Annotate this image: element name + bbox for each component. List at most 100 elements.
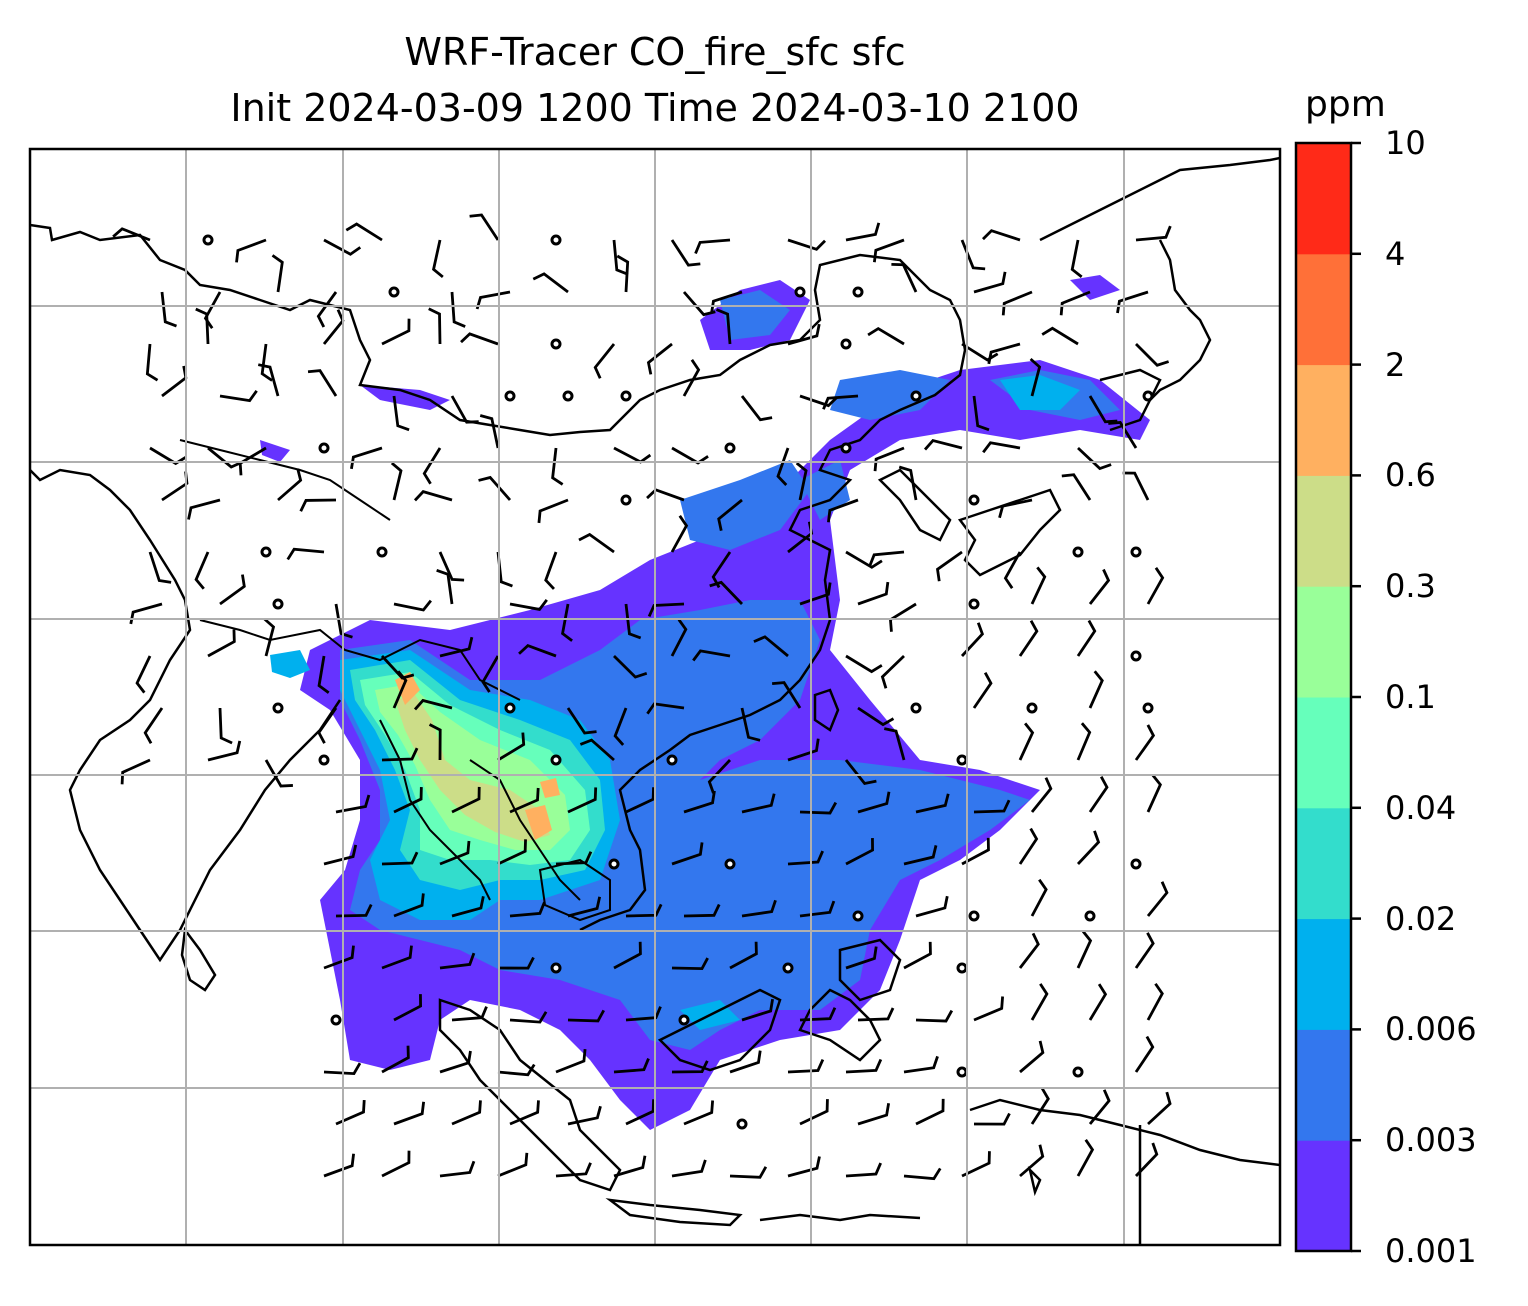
calm-marker <box>550 754 562 766</box>
wind-barb <box>903 845 938 866</box>
calm-marker <box>272 598 284 610</box>
wind-barb <box>381 318 411 346</box>
calm-marker <box>202 234 214 246</box>
wind-barb <box>509 1100 540 1126</box>
wind-barb <box>335 794 371 814</box>
wind-barb <box>207 629 236 658</box>
wind-barb <box>981 229 1021 242</box>
wind-barb <box>787 738 820 762</box>
wind-barb <box>207 446 243 469</box>
calm-marker <box>666 754 678 766</box>
wind-barb <box>891 262 918 293</box>
wind-barb <box>646 488 685 502</box>
wind-barb <box>923 438 963 451</box>
wind-barb <box>451 786 481 814</box>
wind-barb <box>972 395 990 432</box>
wind-barb <box>625 787 655 814</box>
wind-barb <box>867 326 905 346</box>
wind-barb <box>143 707 164 745</box>
wind-barb <box>509 1011 548 1024</box>
wind-barb <box>335 903 373 918</box>
wind-barb <box>960 622 985 657</box>
wind-barb <box>317 707 338 744</box>
wind-barb <box>496 551 513 588</box>
wind-barb <box>392 670 408 709</box>
wind-barb <box>729 1050 762 1074</box>
wind-barb <box>544 551 558 590</box>
wind-barb <box>149 446 187 466</box>
wind-barb <box>682 359 701 397</box>
wind-barb <box>1061 473 1092 501</box>
wind-barb <box>753 635 789 658</box>
wind-barb <box>567 787 598 814</box>
map-gridlines <box>30 149 1280 1245</box>
wind-barb <box>316 291 338 328</box>
wind-barb <box>381 945 413 970</box>
wind-barb <box>1135 343 1170 367</box>
wind-barb <box>120 758 151 785</box>
colorbar-segment <box>1296 143 1351 255</box>
wind-barb <box>323 238 362 256</box>
calm-marker <box>968 910 980 922</box>
wind-barbs <box>112 213 1172 1181</box>
wind-barb <box>844 759 877 786</box>
calm-marker <box>504 702 516 714</box>
calm-marker <box>794 286 806 298</box>
wind-barb <box>1116 290 1149 314</box>
wind-barb <box>428 307 442 345</box>
wind-barb <box>613 1058 650 1074</box>
wind-barb <box>1018 827 1039 865</box>
colorbar-segment <box>1296 586 1351 698</box>
wind-barb <box>317 655 330 694</box>
colorbar-tick-label: 0.6 <box>1385 456 1436 495</box>
wind-barb <box>593 343 616 379</box>
wind-barb <box>1029 357 1042 397</box>
wind-barb <box>148 551 172 584</box>
wind-barb <box>741 899 777 918</box>
calm-marker <box>272 702 284 714</box>
wind-barb <box>135 655 152 694</box>
wind-barb <box>707 759 732 794</box>
wind-barb <box>555 1162 592 1178</box>
wind-barb <box>799 394 838 408</box>
wind-barb <box>646 342 673 375</box>
wind-barb <box>1088 1089 1111 1125</box>
wind-barb <box>451 1100 482 1126</box>
calm-marker <box>388 286 400 298</box>
wind-barb <box>551 447 564 486</box>
wind-barb <box>436 569 454 605</box>
wind-barb <box>393 599 432 612</box>
wind-barb <box>624 603 642 640</box>
wind-barb <box>1088 776 1109 813</box>
calm-marker <box>968 598 980 610</box>
wind-barb <box>567 1009 605 1023</box>
calm-marker <box>376 546 388 558</box>
wind-barb <box>787 850 824 866</box>
wind-barb <box>1018 932 1040 969</box>
wind-barb <box>1146 881 1169 917</box>
wind-barb <box>481 655 500 693</box>
calm-marker <box>330 1014 342 1026</box>
colorbar-tick-label: 2 <box>1385 345 1406 384</box>
wind-barb <box>497 839 527 866</box>
wind-barb <box>1146 982 1164 1021</box>
wind-barb <box>960 239 986 271</box>
wind-barb <box>717 498 743 531</box>
wind-barb <box>1030 777 1053 813</box>
wind-barb <box>1076 930 1093 969</box>
wind-barb <box>616 254 630 293</box>
wind-barb <box>1018 619 1039 657</box>
wind-barb <box>613 941 642 970</box>
wind-barb <box>799 900 836 918</box>
wind-barb <box>271 254 284 293</box>
wind-barb <box>845 838 874 866</box>
calm-marker <box>1130 858 1142 870</box>
calm-marker <box>562 390 574 402</box>
wind-barb <box>1076 1139 1095 1177</box>
colorbar-segment <box>1296 364 1351 476</box>
wind-barb <box>460 332 499 346</box>
wind-barb <box>1019 1040 1045 1074</box>
wind-barb <box>299 498 337 512</box>
map-title-line1: WRF-Tracer CO_fire_sfc sfc <box>404 30 906 74</box>
wind-barb <box>845 1162 882 1178</box>
